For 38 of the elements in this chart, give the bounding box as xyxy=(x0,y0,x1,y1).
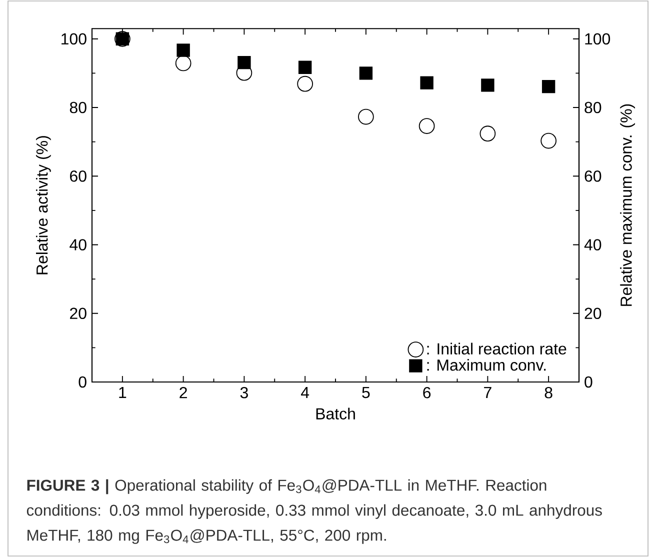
y-tick-label: 0 xyxy=(78,376,86,388)
text: FIGURE 3 | Operational stability of Fe$_{3}$O$_{4}$@PDA-TLL in MeTHF. Reaction conditions: 0.03 mmol hyperoside, 0.33 mmol vinyl decanoate, 3.0 mL anhydrous MeTHF, 180 mg Fe$_{3}$O$_{4}$@PDA-TLL, 55°C, 200 rpm. xyxy=(26,479,602,544)
x-tick-label: 6 xyxy=(423,386,431,398)
point xyxy=(358,108,374,125)
x-axis-title: Batch xyxy=(316,408,355,420)
point xyxy=(175,55,192,72)
y2-tick-label: 20 xyxy=(584,308,602,320)
legend-label: : Initial reaction rate xyxy=(427,342,566,354)
y2-tick-label: 40 xyxy=(584,239,602,250)
y-tick-label: 80 xyxy=(70,102,86,114)
x-tick-label: 8 xyxy=(544,386,552,398)
point xyxy=(540,132,556,149)
legend-label: : Maximum conv. xyxy=(427,359,546,371)
y2-tick-label: 80 xyxy=(584,102,602,114)
y-tick-label: 40 xyxy=(70,239,86,250)
y-tick-label: 100 xyxy=(62,33,86,45)
point xyxy=(176,44,190,57)
point xyxy=(480,126,496,142)
point xyxy=(359,66,373,80)
point xyxy=(297,76,314,92)
y2-tick-label: 0 xyxy=(584,376,592,388)
point xyxy=(542,80,556,94)
y2-axis-title: Relative maximum conv. (%) xyxy=(620,104,635,306)
x-tick-label: 3 xyxy=(240,386,248,398)
x-tick-label: 7 xyxy=(484,386,492,398)
x-tick-label: 2 xyxy=(180,386,187,398)
point xyxy=(420,76,434,90)
point xyxy=(418,118,435,134)
x-tick-label: 4 xyxy=(300,386,310,398)
x-tick-label: 5 xyxy=(362,386,370,398)
y-axis-title: Relative activity (%) xyxy=(36,136,51,274)
y2-tick-label: 60 xyxy=(584,170,602,182)
point xyxy=(298,60,312,74)
y2-tick-label: 100 xyxy=(585,33,610,45)
point xyxy=(481,78,494,92)
y-tick-label: 60 xyxy=(70,170,86,182)
x-tick-label: 1 xyxy=(119,386,126,398)
y-tick-label: 20 xyxy=(70,308,86,320)
